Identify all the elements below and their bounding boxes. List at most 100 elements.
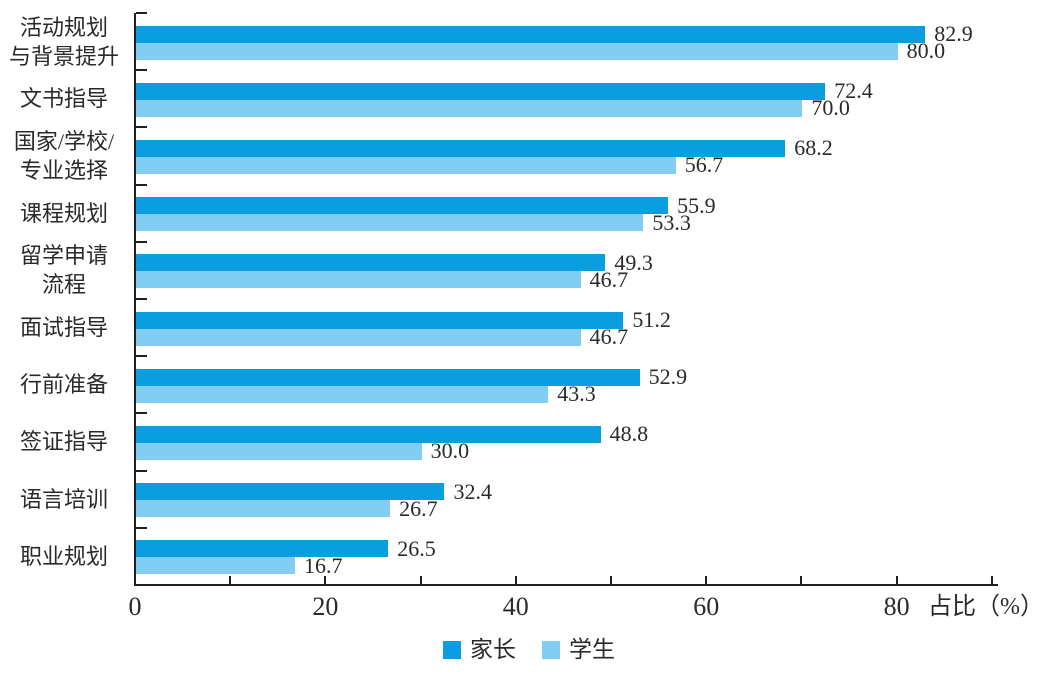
y-axis-tick <box>136 183 147 186</box>
category-label-line: 流程 <box>41 272 86 298</box>
bar-parent <box>136 425 601 443</box>
value-label: 53.3 <box>652 209 691 235</box>
category-label-line: 活动规划 <box>19 14 108 40</box>
x-axis-tick <box>610 576 612 585</box>
value-label: 16.7 <box>303 552 343 578</box>
y-axis-tick <box>136 469 147 472</box>
y-axis-tick <box>136 240 147 243</box>
category-label: 活动规划 与背景提升 <box>0 13 128 70</box>
category-label: 签证指导 <box>0 413 128 470</box>
bar-parent <box>136 254 606 272</box>
value-label: 46.7 <box>589 266 629 292</box>
category-label-line: 面试指导 <box>19 315 108 341</box>
x-axis-tick <box>990 576 993 585</box>
value-label: 51.2 <box>632 307 671 332</box>
bar-parent <box>136 311 624 329</box>
x-axis-tick <box>229 576 232 585</box>
value-label: 48.8 <box>609 421 649 447</box>
x-axis-line <box>134 584 998 586</box>
bar-parent <box>136 82 826 100</box>
category-label-line: 签证指导 <box>19 429 108 455</box>
legend-label-student: 学生 <box>569 637 615 662</box>
legend-swatch-student-icon <box>542 641 560 659</box>
bar-student <box>136 156 676 174</box>
bar-student <box>136 442 422 460</box>
x-axis-tick <box>895 576 898 585</box>
y-axis-tick <box>136 69 147 72</box>
bar-student <box>136 328 581 346</box>
bar-student <box>136 385 549 403</box>
x-tick-label: 60 <box>693 592 720 621</box>
bar-student <box>136 557 295 575</box>
category-label-line: 课程规划 <box>19 200 108 226</box>
category-label: 国家/学校/专业选择 <box>0 127 128 184</box>
value-label: 26.5 <box>397 535 436 561</box>
legend: 家长 学生 <box>0 637 1058 663</box>
y-axis-tick <box>136 526 147 529</box>
y-axis-tick <box>136 298 147 300</box>
y-axis-tick <box>136 584 147 586</box>
value-label: 82.9 <box>934 21 973 46</box>
y-axis-line <box>134 13 136 586</box>
value-label: 30.0 <box>430 438 470 464</box>
x-axis-tick <box>800 576 803 585</box>
category-label: 留学申请 流程 <box>0 242 128 299</box>
category-label: 面试指导 <box>0 299 128 356</box>
x-axis-tick <box>324 576 327 585</box>
y-axis-tick <box>136 355 147 358</box>
category-label: 课程规划 <box>0 185 128 242</box>
bar-student <box>136 99 803 117</box>
y-axis-tick <box>136 12 147 14</box>
legend-item-parent: 家长 <box>443 637 516 663</box>
x-tick-label: 20 <box>312 592 339 621</box>
category-label: 行前准备 <box>0 356 128 413</box>
value-label: 26.7 <box>399 495 438 521</box>
value-label: 56.7 <box>684 152 724 178</box>
category-label-line: 职业规划 <box>19 543 108 569</box>
value-label: 52.9 <box>648 364 688 390</box>
value-label: 32.4 <box>453 478 492 504</box>
category-label-line: 留学申请 <box>19 243 108 269</box>
bar-student <box>136 500 391 518</box>
value-label: 46.7 <box>589 324 629 349</box>
x-axis-title: 占比（%） <box>928 594 1044 620</box>
x-axis-tick <box>705 576 708 585</box>
category-label-line: 文书指导 <box>19 86 108 112</box>
category-label-line: 行前准备 <box>19 372 108 398</box>
value-label: 70.0 <box>811 95 850 121</box>
x-tick-label: 80 <box>883 592 910 621</box>
bar-student <box>136 214 644 232</box>
bar-parent <box>136 540 389 558</box>
category-label-line: 与背景提升 <box>8 43 119 69</box>
x-axis-tick <box>419 576 422 585</box>
x-tick-label: 40 <box>502 592 529 621</box>
category-label-line: 语言培训 <box>19 486 108 512</box>
value-label: 49.3 <box>614 249 653 275</box>
value-label: 55.9 <box>677 192 716 218</box>
bar-student <box>136 271 581 289</box>
category-label: 语言培训 <box>0 471 128 528</box>
legend-label-parent: 家长 <box>470 637 516 662</box>
value-label: 72.4 <box>834 78 873 104</box>
y-axis-tick <box>136 412 147 415</box>
value-label: 68.2 <box>794 135 833 161</box>
bar-parent <box>136 483 445 501</box>
bar-parent <box>136 197 669 215</box>
category-label-line: 国家/学校/ <box>13 128 115 154</box>
bar-parent <box>136 139 786 157</box>
category-label: 文书指导 <box>0 70 128 127</box>
category-label: 职业规划 <box>0 528 128 585</box>
x-tick-label: 0 <box>128 592 142 621</box>
bar-parent <box>136 25 926 43</box>
value-label: 43.3 <box>557 381 596 407</box>
legend-swatch-parent-icon <box>443 641 461 659</box>
legend-item-student: 学生 <box>542 637 615 663</box>
y-axis-tick <box>136 126 147 129</box>
bar-parent <box>136 368 640 386</box>
category-label-line: 专业选择 <box>19 157 108 183</box>
bar-student <box>136 42 898 60</box>
value-label: 80.0 <box>906 38 946 63</box>
x-axis-tick <box>514 576 517 585</box>
